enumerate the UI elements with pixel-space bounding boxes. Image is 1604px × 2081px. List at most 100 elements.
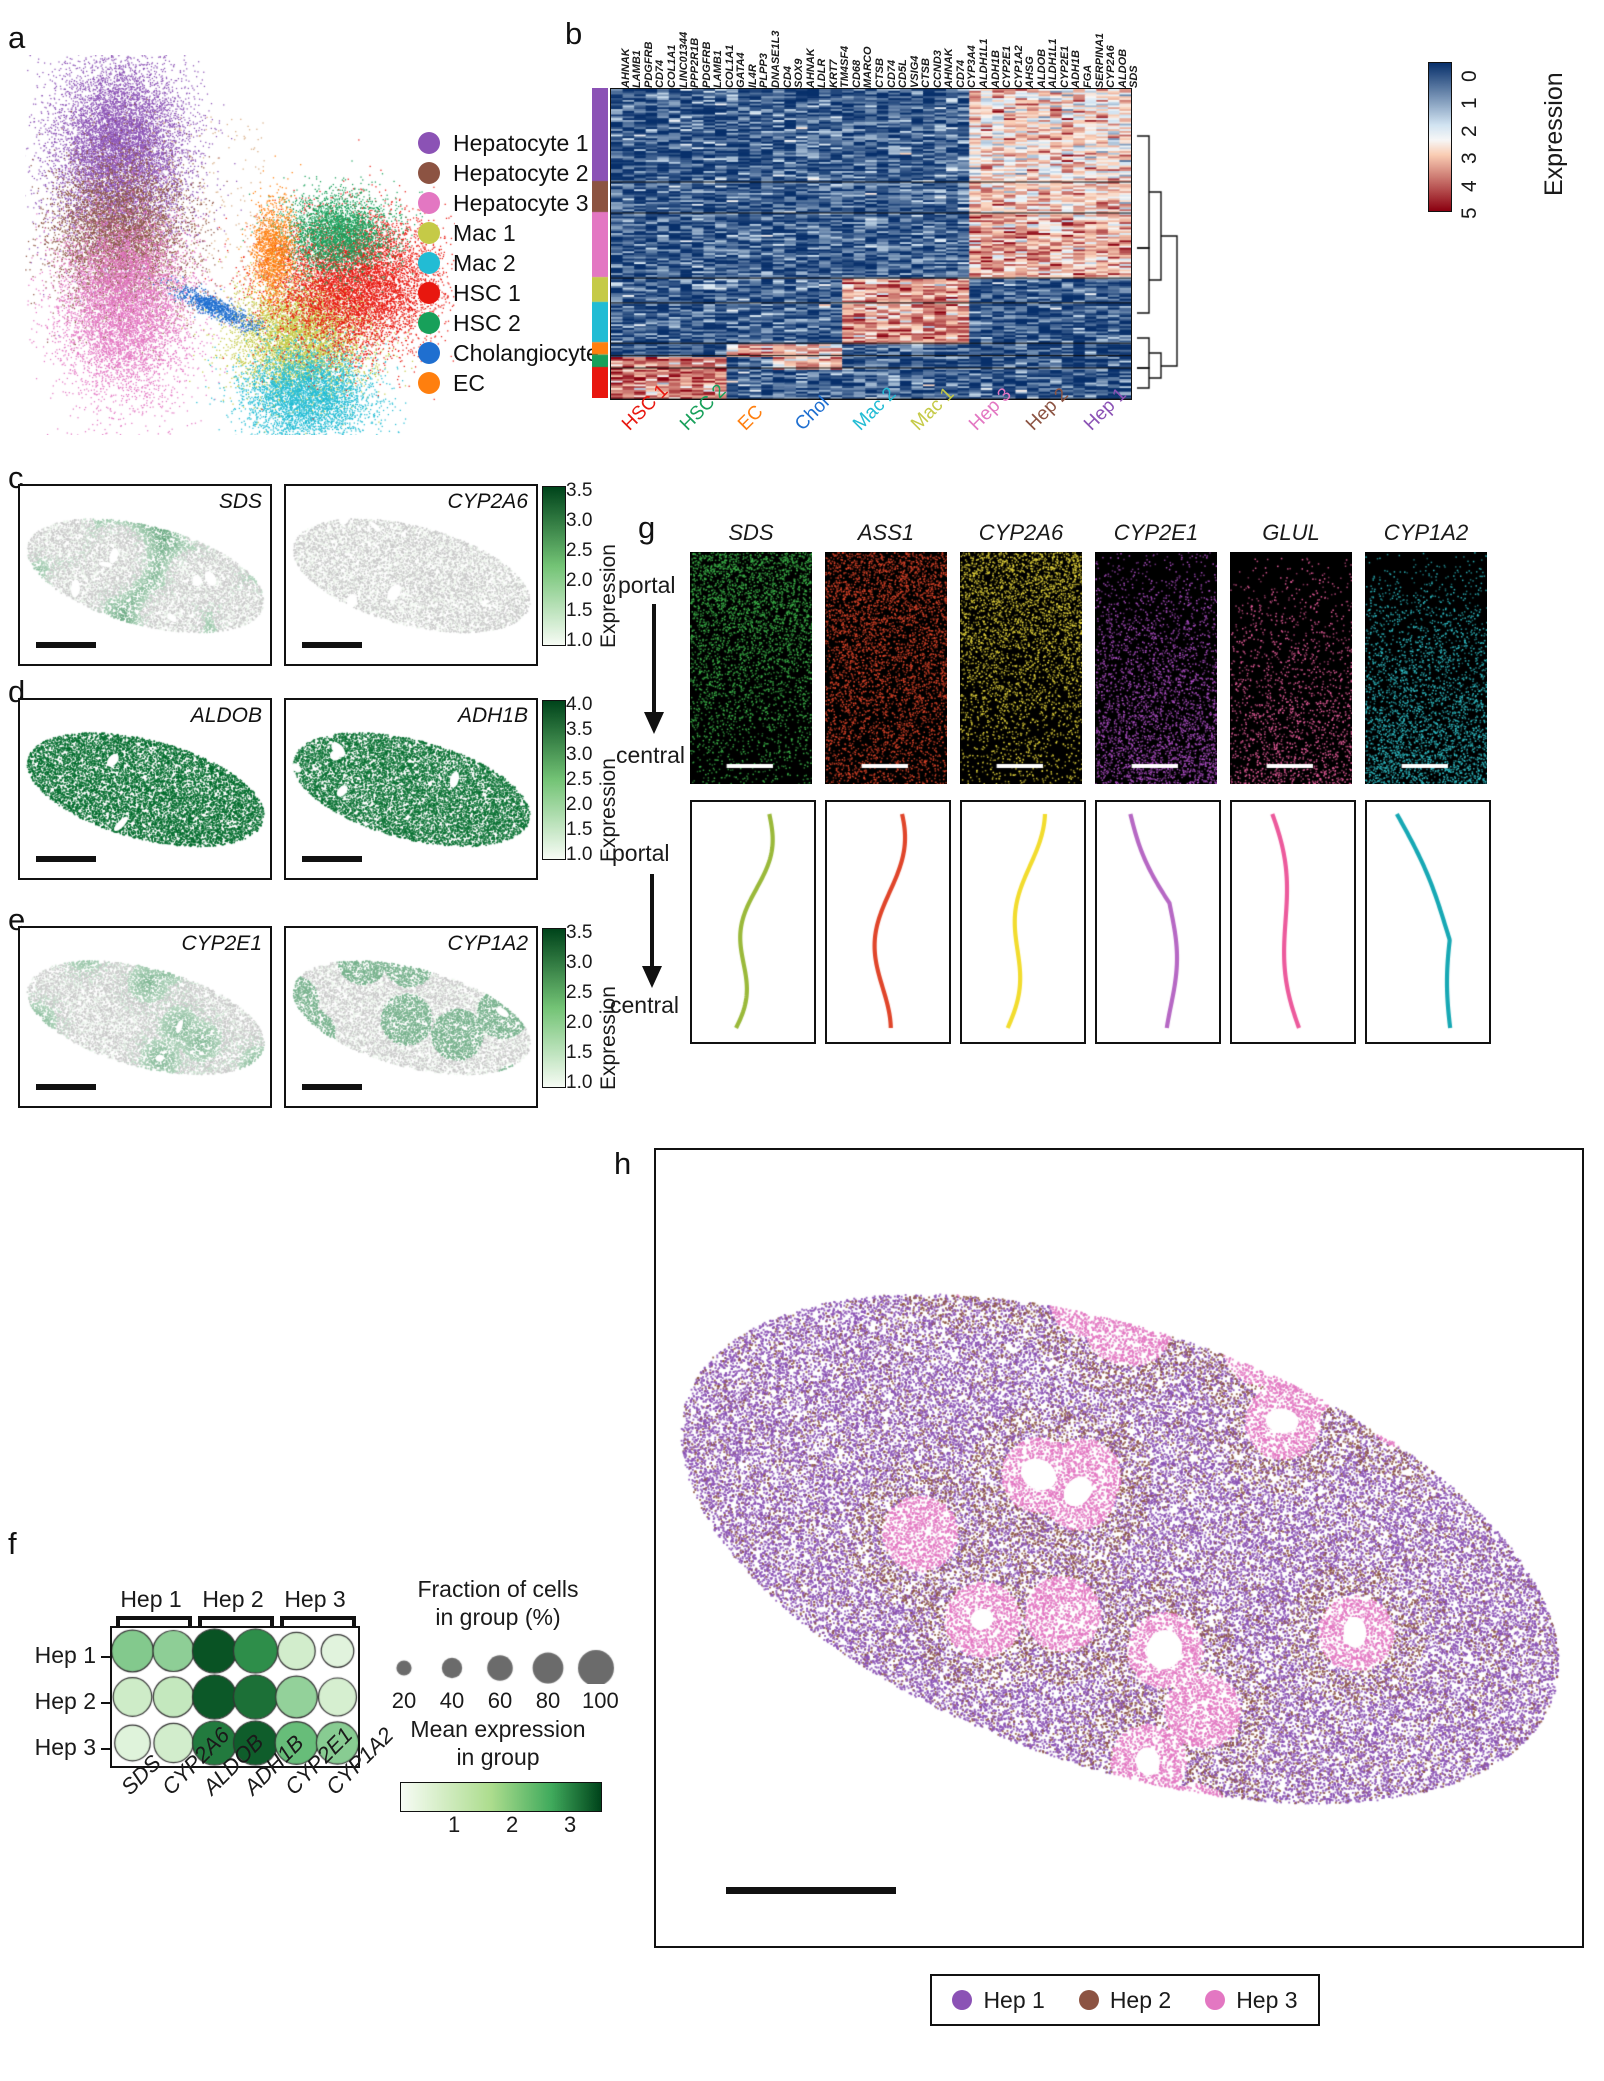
dotplot-canvas	[112, 1628, 358, 1766]
heatmap-gene-label: DNASE1L3	[770, 30, 782, 88]
legend-color-dot-icon	[418, 372, 440, 394]
dotplot-row-label: Hep 3	[34, 1734, 96, 1760]
dotplot-color-tick: 1	[448, 1812, 461, 1837]
spatial-tile-c1: SDS	[18, 484, 272, 666]
legend-color-dot-icon	[1205, 1990, 1226, 2010]
dotplot-color-legend-bar	[400, 1782, 602, 1812]
heatmap-gene-label: ALDOB	[1116, 48, 1129, 88]
heatmap-gene-label: KRT7	[827, 59, 840, 88]
heatmap-gene-label: VSIG4	[908, 55, 921, 88]
zonation-image-cyp1a2	[1365, 552, 1487, 784]
tissue-legend-label: Hep 3	[1236, 1986, 1298, 2013]
umap-legend-label: HSC 2	[453, 309, 521, 336]
dotplot-row-label: Hep 1	[34, 1642, 96, 1668]
heatmap-gene-label: ADH1B	[1070, 50, 1083, 88]
scale-bar	[302, 1084, 362, 1090]
dotplot-size-legend-dots	[388, 1638, 618, 1684]
zonation-curve-strips	[690, 800, 1500, 1050]
colorbar-tick: 0	[1458, 70, 1481, 82]
zonation-gene-title: GLUL	[1262, 520, 1320, 545]
legend-color-dot-icon	[418, 252, 440, 274]
legend-color-dot-icon	[418, 162, 440, 184]
umap-legend-item-ec: EC	[418, 368, 599, 398]
legend-color-dot-icon	[418, 312, 440, 334]
dotplot-top-brackets: Hep 1 Hep 2 Hep 3	[110, 1586, 360, 1630]
dotplot-row-labels: Hep 1 Hep 2 Hep 3	[22, 1634, 110, 1766]
dotplot-bracket	[198, 1616, 274, 1630]
umap-legend-item-hsc-1: HSC 1	[418, 278, 599, 308]
colorbar-tick: 2.0	[566, 1012, 593, 1033]
heatmap-gene-label: TM4SF4	[839, 45, 852, 88]
dotplot-size-legend-title-2: in group (%)	[435, 1604, 561, 1630]
umap-legend: Hepatocyte 1 Hepatocyte 2 Hepatocyte 3 Mac …	[418, 128, 599, 398]
scale-bar	[36, 642, 96, 648]
spatial-tile-d1: ALDOB	[18, 698, 272, 880]
colorbar-tick: 1.0	[566, 630, 593, 651]
colorbar-e	[542, 928, 566, 1088]
umap-legend-label: Mac 2	[453, 249, 516, 276]
legend-color-dot-icon	[418, 222, 440, 244]
spatial-tile-e1: CYP2E1	[18, 926, 272, 1108]
tissue-legend-item-hep-2: Hep 2	[1078, 1987, 1171, 2014]
colorbar-tick: 3	[1458, 152, 1481, 165]
heatmap-gene-label: PDGFRB	[700, 41, 713, 88]
legend-color-dot-icon	[418, 192, 440, 214]
dotplot-size-tick: 40	[439, 1688, 465, 1713]
colorbar-tick: 3.0	[566, 510, 593, 531]
spatial-tile-e2: CYP1A2	[284, 926, 538, 1108]
tissue-legend-item-hep-3: Hep 3	[1205, 1986, 1298, 2014]
umap-legend-item-hepatocyte-2: Hepatocyte 2	[418, 158, 599, 188]
heatmap-gene-label: CD74	[654, 59, 667, 88]
tissue-map-legend: Hep 1 Hep 2 Hep 3	[930, 1974, 1320, 2026]
heatmap-gene-label: CD5L	[897, 59, 910, 88]
dotplot-size-tick: 80	[535, 1688, 561, 1713]
scale-bar	[36, 1084, 96, 1090]
gene-label-cyp2a6: CYP2A6	[447, 490, 528, 513]
colorbar-tick: 3.5	[566, 480, 593, 501]
heatmap-gene-label: MARCO	[862, 46, 875, 88]
spatial-canvas-cyp1a2	[286, 928, 536, 1106]
gene-label-aldob: ALDOB	[190, 704, 262, 727]
umap-legend-label: Hepatocyte 2	[453, 159, 589, 186]
heatmap-gene-label: AHNAK	[804, 48, 817, 88]
spatial-canvas-aldob	[20, 700, 270, 878]
gene-label-sds: SDS	[218, 490, 262, 513]
dotplot-row-tick	[101, 1748, 110, 1750]
umap-legend-label: Cholangiocyte	[453, 339, 599, 366]
heatmap-gene-label: CTSB	[874, 58, 886, 88]
legend-color-dot-icon	[952, 1990, 973, 2010]
heatmap-gene-label: SERPINA1	[1093, 32, 1106, 88]
dotplot-size-legend-title-1: Fraction of cells	[417, 1576, 579, 1602]
zonation-gene-titles: SDS ASS1 CYP2A6 CYP2E1 GLUL CYP1A2	[690, 520, 1500, 548]
dotplot-row-label: Hep 2	[34, 1688, 96, 1714]
colorbar-tick: 2.0	[566, 794, 593, 815]
heatmap-gene-label: ALDOB	[1035, 48, 1048, 88]
colorbar-tick: 1.5	[566, 819, 593, 840]
heatmap-gene-label: AHNAK	[943, 48, 956, 88]
tissue-legend-item-hep-1: Hep 1	[952, 1987, 1045, 2014]
dotplot-column-labels: SDS CYP2A6 ALDOB ADH1B CYP2E1 CYP1A2	[110, 1722, 398, 1856]
heatmap-gene-label: LDLR	[816, 58, 829, 88]
colorbar-tick: 5	[1458, 207, 1481, 220]
umap-legend-label: EC	[453, 369, 485, 396]
heatmap-gene-label: ADH1B	[989, 50, 1002, 88]
zonation-curve-sds	[690, 800, 816, 1044]
umap-legend-label: HSC 1	[453, 279, 521, 306]
legend-color-dot-icon	[1078, 1990, 1099, 2010]
dotplot-size-legend-ticks: 20 40 60 80 100	[388, 1688, 619, 1714]
dotplot-grid	[110, 1626, 360, 1768]
dotplot-bracket-label: Hep 2	[202, 1586, 264, 1612]
umap-legend-item-hepatocyte-3: Hepatocyte 3	[418, 188, 599, 218]
dotplot-color-legend-ticks: 1 2 3	[400, 1812, 600, 1838]
zonation-arrow-img	[644, 604, 664, 734]
colorbar-tick: 3.5	[566, 719, 593, 740]
zonation-gene-title: CYP2A6	[978, 520, 1064, 545]
heatmap-colorbar-title: Expression	[1540, 72, 1568, 196]
heatmap-gene-labels: AHNAK LAMB1 PDGFRB CD74 COL1A1 LINC01344 PPP2R…	[600, 14, 1440, 90]
panel-letter-a: a	[8, 20, 26, 55]
dotplot-size-tick: 20	[391, 1688, 417, 1713]
gene-label-cyp1a2: CYP1A2	[447, 932, 528, 955]
colorbar-tick: 3.0	[566, 952, 593, 973]
colorbar-tick: 3.0	[566, 744, 593, 765]
umap-scatter-plot	[25, 55, 455, 435]
